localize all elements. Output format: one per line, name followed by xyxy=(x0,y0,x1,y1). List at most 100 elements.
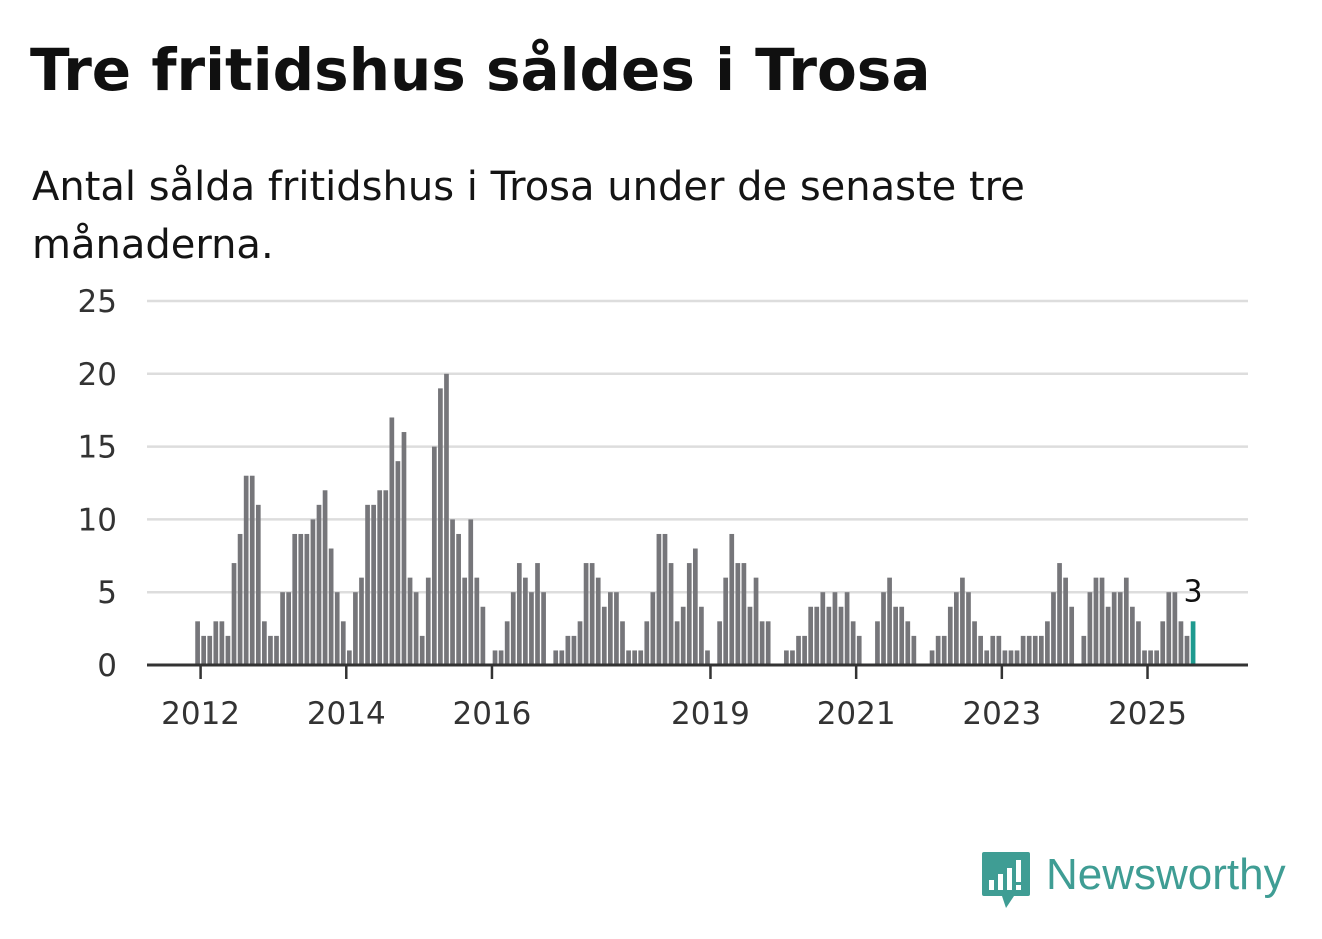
bar xyxy=(589,563,595,665)
y-axis-ticks: 0 5 10 15 20 25 xyxy=(78,284,117,684)
bar xyxy=(686,563,692,665)
bar xyxy=(784,650,789,665)
bar xyxy=(353,592,358,665)
bar xyxy=(899,606,905,665)
bar xyxy=(729,533,735,665)
bar xyxy=(1051,592,1056,665)
bar xyxy=(881,592,886,665)
bar xyxy=(207,635,213,665)
bar xyxy=(1057,563,1062,665)
bar xyxy=(1087,592,1093,665)
bar xyxy=(759,621,765,665)
bar xyxy=(1020,635,1026,665)
bar xyxy=(1002,650,1008,665)
bar xyxy=(280,592,285,665)
bar xyxy=(614,592,619,665)
bar xyxy=(1166,592,1172,665)
x-tick-label: 2023 xyxy=(962,696,1041,732)
x-tick-label: 2016 xyxy=(453,696,532,732)
bar xyxy=(608,592,613,665)
bar xyxy=(559,650,565,665)
bar xyxy=(389,417,395,665)
bar xyxy=(1032,635,1038,665)
bar xyxy=(322,490,328,665)
bar xyxy=(286,592,291,665)
x-tick-label: 2021 xyxy=(817,696,896,732)
bar xyxy=(978,635,983,665)
bar xyxy=(984,650,990,665)
bar xyxy=(753,577,759,665)
bar xyxy=(717,621,722,665)
bar xyxy=(298,533,304,665)
bar xyxy=(201,635,207,665)
bar xyxy=(541,592,546,665)
bar xyxy=(243,475,249,665)
bar xyxy=(960,577,965,665)
y-tick-label: 5 xyxy=(97,575,117,611)
bar xyxy=(1038,635,1044,665)
bar xyxy=(262,621,267,665)
bar xyxy=(492,650,498,665)
x-axis-ticks: 2012 2014 2016 2019 2021 2023 2025 xyxy=(161,665,1187,732)
bar xyxy=(656,533,662,665)
bar xyxy=(644,621,650,665)
bar xyxy=(213,621,219,665)
bar xyxy=(705,650,710,665)
bar xyxy=(741,563,747,665)
bar xyxy=(510,592,516,665)
bar xyxy=(431,446,437,665)
bar xyxy=(1172,592,1178,665)
bar xyxy=(371,504,376,665)
bar xyxy=(444,373,449,665)
chart-subtitle: Antal sålda fritidshus i Trosa under de … xyxy=(32,164,1025,268)
bar xyxy=(553,650,559,665)
bar xyxy=(966,592,971,665)
bar xyxy=(1008,650,1014,665)
bar xyxy=(583,563,589,665)
bar xyxy=(650,592,656,665)
bar xyxy=(1160,621,1166,665)
bar xyxy=(668,563,674,665)
bar xyxy=(1014,650,1020,665)
y-tick-label: 20 xyxy=(78,357,117,393)
bar xyxy=(516,563,522,665)
y-tick-label: 10 xyxy=(78,502,117,538)
bar xyxy=(632,650,637,665)
bar xyxy=(1136,621,1141,665)
bar xyxy=(274,635,279,665)
bar xyxy=(790,650,795,665)
bar xyxy=(662,533,668,665)
bar xyxy=(219,621,225,665)
bar xyxy=(1184,635,1190,665)
bar xyxy=(347,650,352,665)
bar xyxy=(911,635,917,665)
bar xyxy=(1026,635,1032,665)
value-labels: 3 xyxy=(1184,574,1203,609)
bar xyxy=(802,635,807,665)
x-tick-label: 2025 xyxy=(1108,696,1187,732)
bar xyxy=(383,490,389,665)
bar xyxy=(699,606,704,665)
bar xyxy=(887,577,892,665)
bar xyxy=(875,621,880,665)
bar xyxy=(1105,606,1111,665)
bars xyxy=(195,373,1196,665)
bar xyxy=(255,504,261,665)
bar xyxy=(334,592,340,665)
bar xyxy=(456,533,461,665)
chart-title: Tre fritidshus såldes i Trosa xyxy=(30,36,931,104)
bar xyxy=(1123,577,1129,665)
bar xyxy=(595,577,601,665)
bar xyxy=(893,606,898,665)
bar xyxy=(765,621,771,665)
bar xyxy=(838,606,844,665)
bar xyxy=(1099,577,1105,665)
bar xyxy=(304,533,310,665)
bar xyxy=(359,577,364,665)
bar xyxy=(438,388,443,665)
bar xyxy=(468,519,474,665)
bar xyxy=(529,592,534,665)
bar xyxy=(674,621,680,665)
bar-chart-icon xyxy=(982,852,1030,908)
